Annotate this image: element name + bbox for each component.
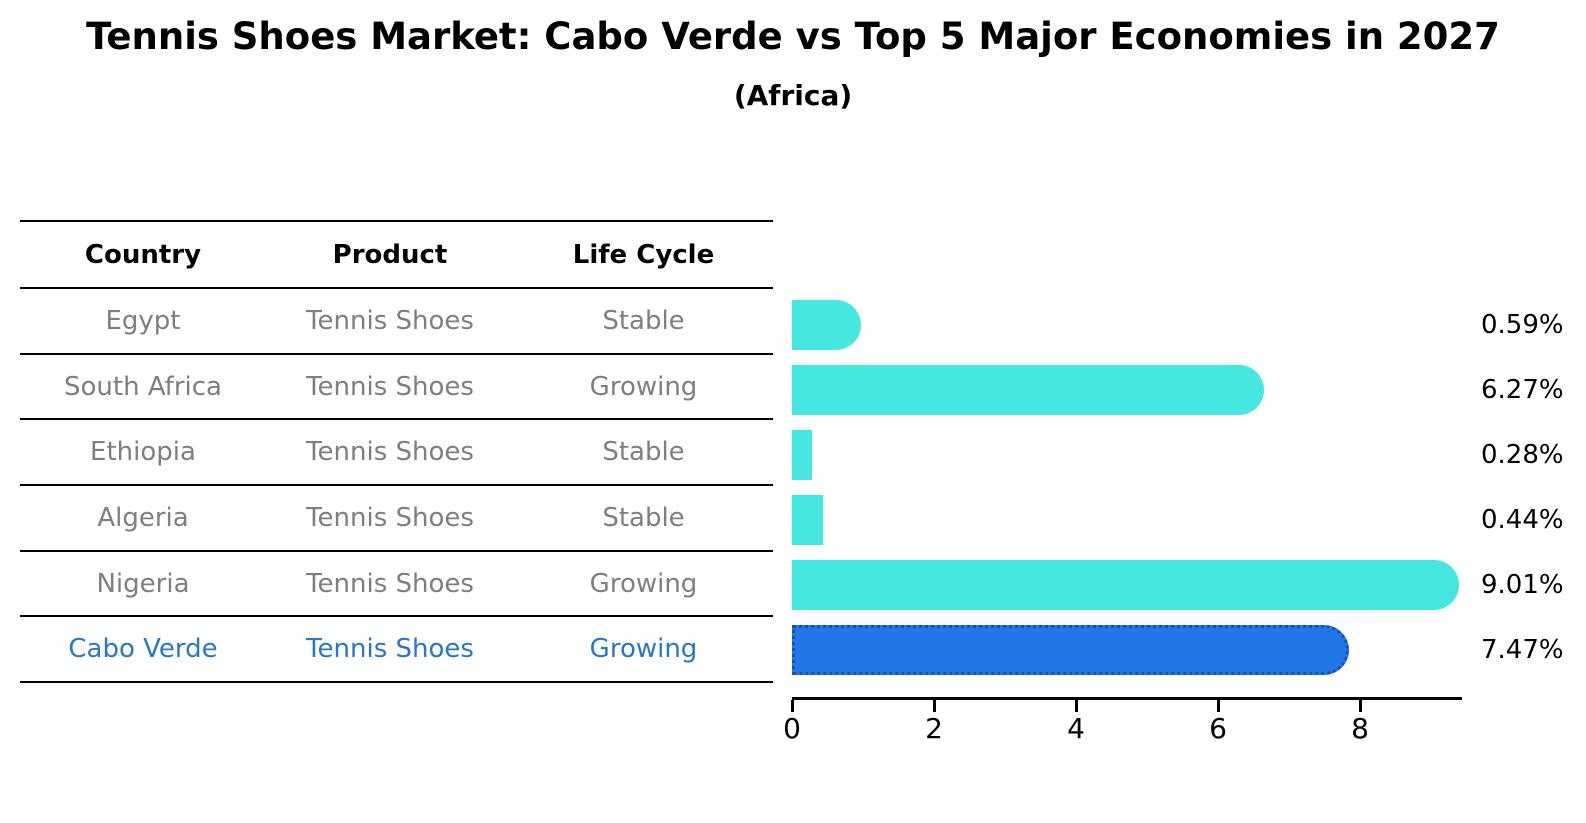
value-label-egypt: 0.59% <box>1481 310 1564 340</box>
x-tick-label-4: 4 <box>1067 712 1085 745</box>
bar-nigeria <box>792 560 1459 610</box>
value-label-cabo-verde: 7.47% <box>1481 635 1564 665</box>
table-row-ethiopia: Ethiopia Tennis Shoes Stable <box>20 420 773 487</box>
product-cell: Tennis Shoes <box>306 568 474 599</box>
product-cell: Tennis Shoes <box>306 437 474 468</box>
product-cell: Tennis Shoes <box>306 371 474 402</box>
life-cycle-cell: Growing <box>589 371 698 402</box>
chart-title: Tennis Shoes Market: Cabo Verde vs Top 5… <box>86 15 1500 58</box>
life-cycle-cell: Growing <box>589 568 698 599</box>
header-country: Country <box>84 239 202 270</box>
x-tick-label-6: 6 <box>1209 712 1227 745</box>
x-tick-mark-8 <box>1358 700 1362 712</box>
life-cycle-cell: Growing <box>589 634 698 665</box>
country-cell: Algeria <box>97 502 189 533</box>
country-cell: Egypt <box>105 305 181 336</box>
table-row-south-africa: South Africa Tennis Shoes Growing <box>20 355 773 421</box>
country-cell: South Africa <box>64 371 222 402</box>
product-cell: Tennis Shoes <box>306 305 474 336</box>
x-tick-mark-2 <box>932 700 936 712</box>
table-body: Egypt Tennis Shoes Stable South Africa Tenni… <box>20 289 773 684</box>
value-label-south-africa: 6.27% <box>1481 375 1564 405</box>
x-tick-label-8: 8 <box>1351 712 1369 745</box>
country-cell: Cabo Verde <box>68 634 218 665</box>
table-row-nigeria: Nigeria Tennis Shoes Growing <box>20 552 773 618</box>
header-life-cycle: Life Cycle <box>572 239 715 270</box>
table-row-cabo-verde: Cabo Verde Tennis Shoes Growing <box>20 617 773 684</box>
x-tick-mark-0 <box>790 700 794 712</box>
x-tick-mark-4 <box>1074 700 1078 712</box>
bar-south-africa <box>792 365 1264 415</box>
chart-subtitle: (Africa) <box>733 79 853 112</box>
value-label-ethiopia: 0.28% <box>1481 440 1564 470</box>
value-label-nigeria: 9.01% <box>1481 570 1564 600</box>
life-cycle-cell: Stable <box>602 437 685 468</box>
header-product: Product <box>332 239 448 270</box>
country-cell: Nigeria <box>96 568 190 599</box>
life-cycle-cell: Stable <box>602 502 685 533</box>
bar-cabo-verde <box>792 625 1349 675</box>
product-cell: Tennis Shoes <box>306 634 474 665</box>
table-row-egypt: Egypt Tennis Shoes Stable <box>20 289 773 355</box>
value-label-algeria: 0.44% <box>1481 505 1564 535</box>
x-tick-mark-6 <box>1216 700 1220 712</box>
country-table: Country Product Life Cycle Egypt Tennis S… <box>20 220 773 684</box>
product-cell: Tennis Shoes <box>306 502 474 533</box>
x-tick-label-2: 2 <box>925 712 943 745</box>
bar-ethiopia <box>792 430 812 480</box>
bar-egypt <box>792 300 861 350</box>
table-row-algeria: Algeria Tennis Shoes Stable <box>20 486 773 552</box>
life-cycle-cell: Stable <box>602 305 685 336</box>
x-tick-label-0: 0 <box>783 712 801 745</box>
bar-algeria <box>792 495 823 545</box>
x-axis-line <box>792 697 1462 700</box>
country-cell: Ethiopia <box>90 437 196 468</box>
table-header-row: Country Product Life Cycle <box>20 220 773 289</box>
